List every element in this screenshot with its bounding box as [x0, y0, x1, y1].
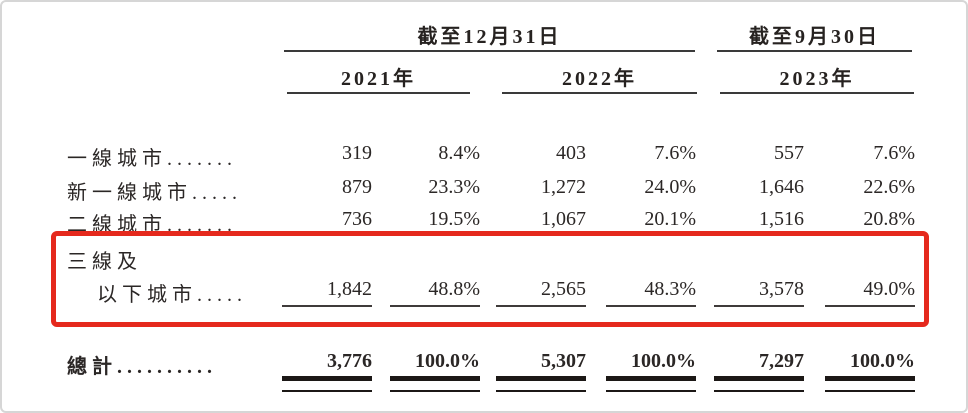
value-2021-count: 736 [342, 208, 372, 230]
total-2021-count: 3,776 [327, 350, 372, 372]
row-label-tier3-line1: 三線及 [67, 251, 142, 273]
value-2022-pct: 48.3% [606, 278, 696, 307]
value-2022-pct: 7.6% [654, 142, 696, 164]
period-header-dec31-rule [284, 50, 695, 52]
value-2021-count: 1,842 [282, 278, 372, 307]
table-row: 新一線城市..... 879 23.3% 1,272 24.0% 1,646 2… [2, 176, 966, 204]
value-2022-pct: 20.1% [644, 208, 696, 230]
table-row: 一線城市....... 319 8.4% 403 7.6% 557 7.6% [2, 142, 966, 170]
value-2023-pct: 22.6% [863, 176, 915, 198]
total-double-rule [825, 376, 915, 392]
value-2021-pct: 23.3% [428, 176, 480, 198]
value-2021-pct: 48.8% [390, 278, 480, 307]
row-label-total: 總計.......... [67, 356, 217, 378]
total-double-rule [496, 376, 586, 392]
value-2022-pct: 24.0% [644, 176, 696, 198]
value-2023-pct: 7.6% [873, 142, 915, 164]
value-2023-count: 3,578 [714, 278, 804, 307]
value-2023-pct: 49.0% [825, 278, 915, 307]
total-double-rule [714, 376, 804, 392]
table-row: 以下城市..... 1,842 48.8% 2,565 48.3% 3,578 … [2, 278, 966, 307]
value-2022-count: 2,565 [496, 278, 586, 307]
total-double-rule [390, 376, 480, 392]
value-2022-count: 1,067 [541, 208, 586, 230]
total-2022-pct: 100.0% [631, 350, 696, 372]
year-header-2021: 2021年 [341, 68, 416, 90]
row-label-tier3-line2: 以下城市..... [97, 284, 247, 306]
total-double-rule [282, 376, 372, 392]
table-total-row: 總計.......... 3,776 100.0% 5,307 100.0% 7… [2, 350, 966, 378]
value-2021-count: 879 [342, 176, 372, 198]
value-2023-pct: 20.8% [863, 208, 915, 230]
period-header-sep30: 截至9月30日 [749, 26, 880, 48]
year-header-2023: 2023年 [779, 68, 855, 90]
row-label-new-tier1: 新一線城市..... [67, 182, 242, 204]
value-2021-count: 319 [342, 142, 372, 164]
year-header-2022-rule [502, 92, 697, 94]
year-header-2021-rule [287, 92, 470, 94]
value-2023-count: 1,646 [759, 176, 804, 198]
year-header-2023-rule [720, 92, 914, 94]
period-header-dec31: 截至12月31日 [417, 26, 562, 48]
period-header-sep30-rule [717, 50, 912, 52]
value-2023-count: 1,516 [759, 208, 804, 230]
year-header-2022: 2022年 [562, 68, 637, 90]
table-row: 二線城市....... 736 19.5% 1,067 20.1% 1,516 … [2, 208, 966, 236]
total-2023-pct: 100.0% [850, 350, 915, 372]
total-2023-count: 7,297 [759, 350, 804, 372]
value-2022-count: 403 [556, 142, 586, 164]
value-2021-pct: 19.5% [428, 208, 480, 230]
value-2021-pct: 8.4% [438, 142, 480, 164]
row-label-tier1: 一線城市....... [67, 148, 237, 170]
value-2023-count: 557 [774, 142, 804, 164]
total-2021-pct: 100.0% [415, 350, 480, 372]
total-2022-count: 5,307 [541, 350, 586, 372]
row-label-tier2: 二線城市....... [67, 214, 237, 236]
value-2022-count: 1,272 [541, 176, 586, 198]
total-double-rule [606, 376, 696, 392]
